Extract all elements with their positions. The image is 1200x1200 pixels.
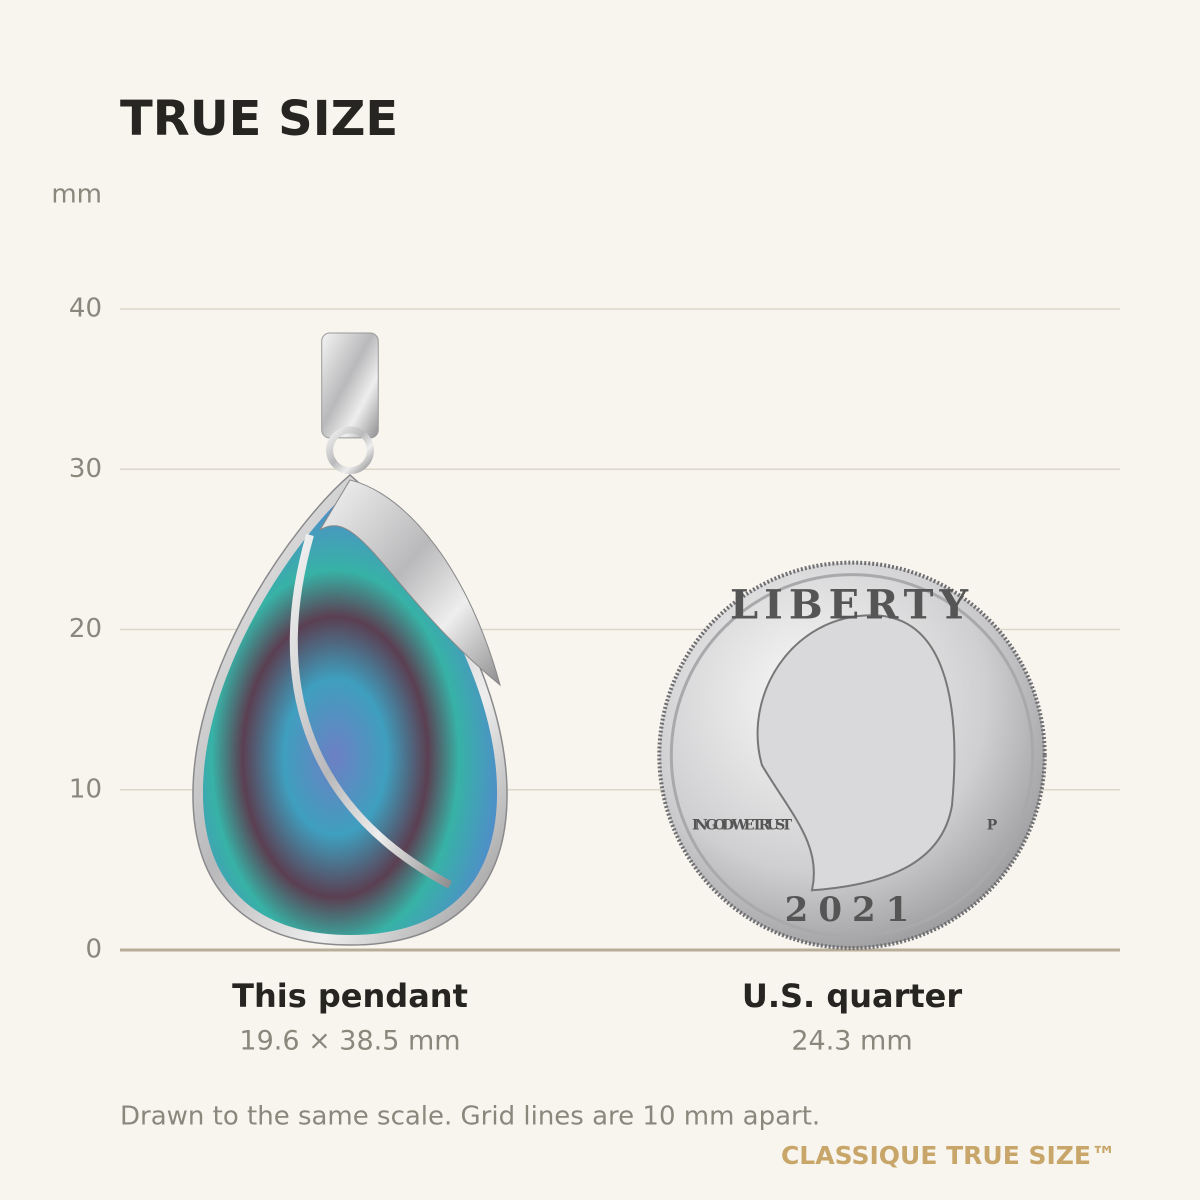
coin-rim	[669, 573, 1035, 938]
coin-inscription: P	[987, 817, 998, 833]
pendant	[192, 332, 508, 946]
y-tick-label: 40	[69, 294, 102, 324]
chart-title: TRUE SIZE	[120, 91, 398, 147]
bail-ring	[326, 426, 374, 475]
y-tick-label: 0	[85, 935, 102, 965]
y-tick-label: 20	[69, 614, 102, 644]
coin-inscription: 2021	[785, 890, 920, 930]
coin-inscription: LIBERTY	[730, 582, 974, 629]
abalone-inlay	[202, 489, 498, 935]
category-label: This pendant	[232, 977, 468, 1015]
note: Drawn to the same scale. Grid lines are …	[120, 1102, 820, 1132]
quarter: LIBERTY IN GOD WE TRUST 2021 P	[657, 560, 1047, 951]
brand: CLASSIQUE TRUE SIZE™	[781, 1141, 1116, 1170]
category-label: U.S. quarter	[742, 977, 963, 1015]
y-axis-label: mm	[51, 180, 102, 210]
portrait	[756, 614, 956, 892]
coin-inscription: IN GOD WE TRUST	[692, 817, 793, 833]
size-label: 24.3 mm	[791, 1026, 912, 1057]
y-tick-label: 30	[69, 454, 102, 484]
silver-line	[289, 533, 452, 889]
silver-swoosh	[319, 479, 501, 687]
bail	[321, 332, 379, 439]
size-label: 19.6 × 38.5 mm	[239, 1026, 460, 1057]
y-tick-label: 10	[69, 774, 102, 804]
